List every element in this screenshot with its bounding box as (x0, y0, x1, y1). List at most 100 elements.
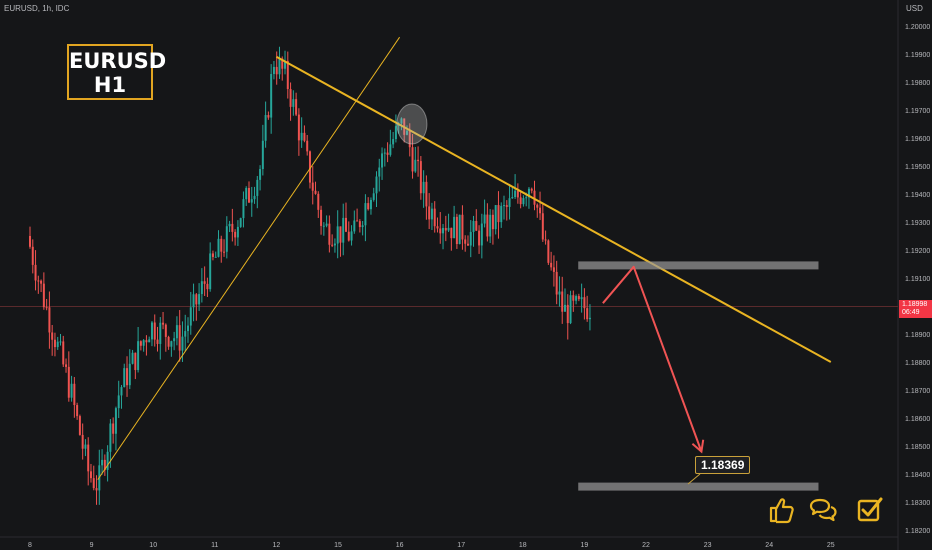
candle-body (577, 296, 580, 300)
candle-body (92, 478, 95, 489)
candle-body (491, 214, 494, 230)
candle-body (522, 198, 525, 205)
candle-body (156, 339, 159, 344)
candle-body (550, 262, 553, 268)
x-tick-label: 24 (765, 542, 773, 549)
candle-body (300, 132, 303, 141)
candle-body (303, 132, 306, 141)
candle-body (181, 336, 184, 351)
candle-body (73, 383, 76, 406)
candle-body (195, 294, 198, 305)
candle-body (250, 199, 253, 203)
candle-body (566, 304, 569, 324)
candle-body (458, 214, 461, 245)
candle-body (419, 161, 422, 194)
candle-body (286, 60, 289, 90)
candle-body (34, 264, 37, 281)
candle-body (192, 294, 195, 308)
candle-body (541, 213, 544, 240)
candle-body (59, 341, 62, 343)
candle-body (162, 322, 165, 325)
candle-body (361, 225, 364, 228)
candle-body (311, 182, 314, 191)
y-tick-label: 1.19500 (905, 164, 930, 171)
candle-body (539, 207, 542, 214)
candle-body (173, 338, 176, 342)
candle-body (220, 238, 223, 252)
x-tick-label: 22 (642, 542, 650, 549)
candle-body (586, 308, 589, 320)
candle-body (126, 368, 129, 386)
candle-body (503, 205, 506, 207)
y-tick-label: 1.18700 (905, 388, 930, 395)
candle-body (242, 199, 245, 219)
candle-body (228, 223, 231, 227)
candle-body (187, 325, 190, 332)
title-symbol: EURUSD (69, 49, 167, 73)
y-tick-label: 1.19600 (905, 136, 930, 143)
candle-body (494, 205, 497, 230)
chart-title-box: EURUSD H1 (67, 44, 167, 100)
y-tick-label: 1.18300 (905, 500, 930, 507)
candle-body (555, 271, 558, 295)
candle-body (547, 240, 550, 263)
candle-body (89, 471, 92, 479)
candle-body (364, 203, 367, 226)
candle-body (314, 190, 317, 194)
candle-body (367, 203, 370, 210)
candle-body (430, 208, 433, 220)
candle-body (139, 341, 142, 346)
candle-body (120, 387, 123, 396)
candle-body (333, 243, 336, 246)
candle-body (295, 99, 298, 115)
y-tick-label: 1.18800 (905, 360, 930, 367)
candle-body (353, 220, 356, 232)
candle-body (51, 332, 54, 340)
candle-body (189, 307, 192, 326)
last-price-value: 1.18998 (902, 301, 928, 308)
x-tick-label: 11 (211, 542, 218, 549)
candle-body (236, 226, 239, 238)
candle-body (267, 115, 270, 118)
thumbs-up-icon[interactable] (766, 495, 796, 525)
candle-body (339, 226, 342, 243)
candle-body (145, 340, 148, 343)
candle-body (281, 58, 284, 69)
candle-body (261, 140, 264, 170)
candle-body (167, 336, 170, 347)
candle-body (356, 220, 359, 222)
candle-body (469, 231, 472, 246)
candle-body (320, 209, 323, 226)
y-tick-label: 1.20000 (905, 24, 930, 31)
candle-body (408, 130, 411, 148)
candle-body (37, 280, 40, 282)
y-tick-label: 1.19100 (905, 276, 930, 283)
y-tick-label: 1.19900 (905, 52, 930, 59)
comments-icon[interactable] (808, 495, 838, 525)
symbol-header: EURUSD, 1h, IDC (4, 4, 70, 13)
candle-body (511, 197, 514, 199)
y-tick-label: 1.19200 (905, 248, 930, 255)
candle-body (217, 238, 220, 257)
x-tick-label: 18 (519, 542, 527, 549)
candle-body (378, 167, 381, 177)
target-price-callout: 1.18369 (695, 456, 751, 474)
target-callout-leader (687, 473, 701, 485)
candle-body (239, 218, 242, 227)
x-tick-label: 19 (581, 542, 589, 549)
candle-body (519, 197, 522, 205)
y-tick-label: 1.18200 (905, 528, 930, 535)
candle-body (400, 118, 403, 124)
checkbox-icon[interactable] (855, 495, 885, 525)
candle-body (65, 364, 68, 367)
candle-body (297, 114, 300, 141)
currency-label: USD (906, 4, 923, 13)
candle-body (134, 352, 137, 371)
candle-body (442, 228, 445, 234)
candle-body (234, 231, 237, 238)
candle-body (575, 296, 578, 301)
candle-body (358, 221, 361, 228)
